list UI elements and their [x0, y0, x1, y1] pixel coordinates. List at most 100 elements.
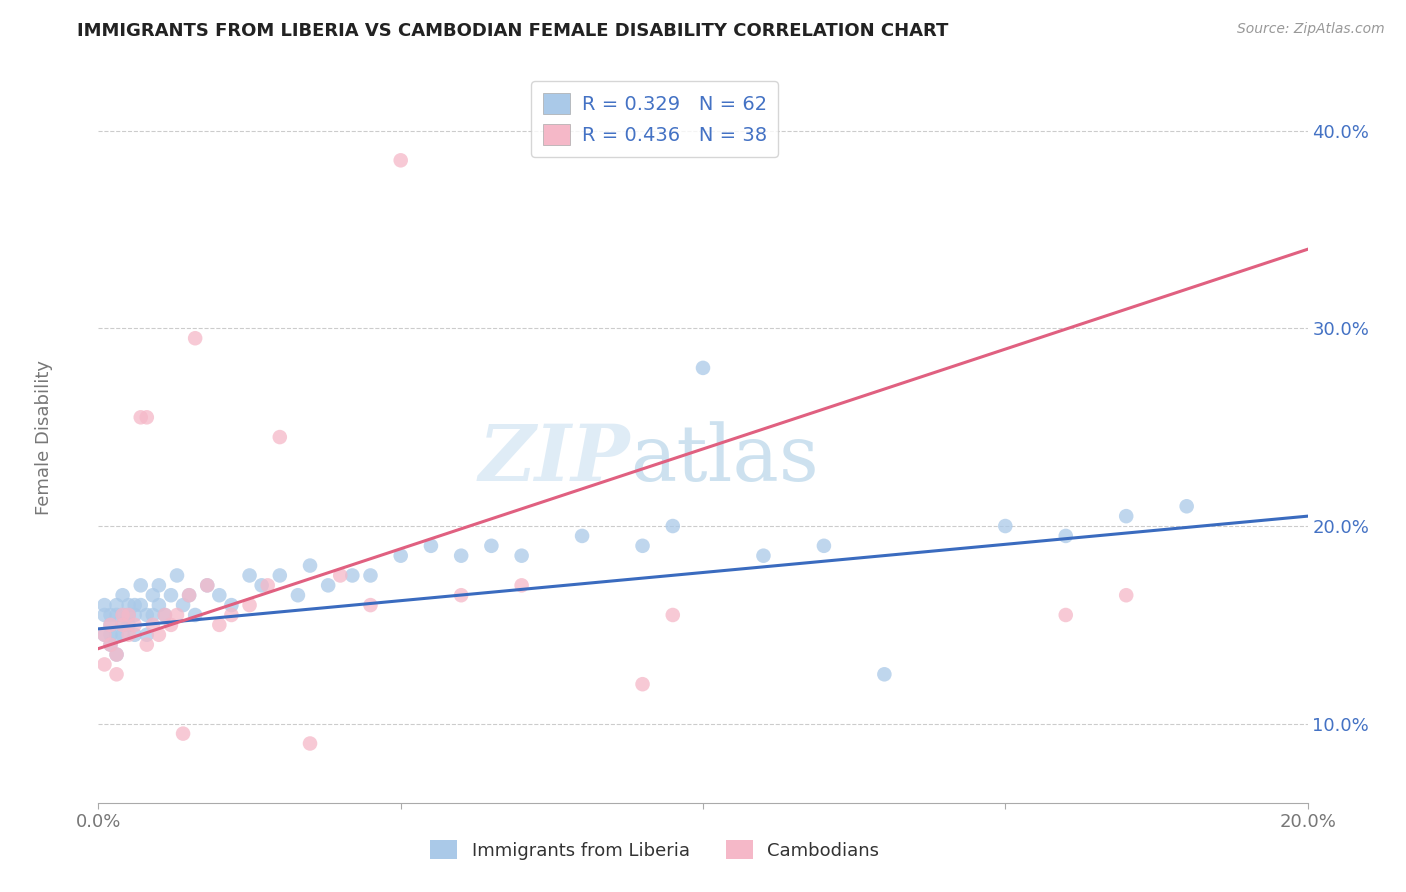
Point: [450, 588, 472, 602]
Point: [135, 638, 157, 652]
Point: [118, 607, 141, 622]
Point: [360, 598, 382, 612]
Point: [172, 726, 194, 740]
Point: [1054, 607, 1077, 622]
Point: [481, 539, 503, 553]
Text: ZIP: ZIP: [479, 421, 630, 497]
Point: [153, 607, 176, 622]
Point: [450, 549, 472, 563]
Point: [269, 568, 291, 582]
Point: [100, 628, 122, 642]
Point: [124, 598, 146, 612]
Point: [111, 607, 134, 622]
Point: [124, 607, 146, 622]
Point: [631, 677, 654, 691]
Point: [148, 598, 170, 612]
Point: [195, 578, 218, 592]
Point: [135, 410, 157, 425]
Point: [239, 568, 262, 582]
Point: [360, 568, 382, 582]
Point: [118, 618, 141, 632]
Point: [142, 618, 165, 632]
Point: [93, 657, 115, 672]
Point: [100, 618, 122, 632]
Point: [510, 549, 533, 563]
Point: [105, 648, 128, 662]
Point: [129, 410, 152, 425]
Point: [111, 588, 134, 602]
Point: [250, 578, 273, 592]
Point: [129, 598, 152, 612]
Point: [269, 430, 291, 444]
Point: [571, 529, 593, 543]
Point: [208, 618, 231, 632]
Point: [299, 558, 322, 573]
Point: [100, 607, 122, 622]
Point: [631, 539, 654, 553]
Point: [105, 648, 128, 662]
Point: [389, 153, 412, 168]
Point: [111, 628, 134, 642]
Point: [118, 607, 141, 622]
Point: [208, 588, 231, 602]
Point: [111, 607, 134, 622]
Point: [118, 598, 141, 612]
Point: [124, 628, 146, 642]
Point: [329, 568, 352, 582]
Point: [129, 578, 152, 592]
Text: Female Disability: Female Disability: [35, 359, 53, 515]
Point: [239, 598, 262, 612]
Point: [389, 549, 412, 563]
Point: [184, 607, 207, 622]
Point: [135, 628, 157, 642]
Point: [160, 618, 183, 632]
Point: [179, 588, 201, 602]
Point: [135, 607, 157, 622]
Point: [148, 628, 170, 642]
Point: [93, 628, 115, 642]
Point: [1115, 588, 1137, 602]
Point: [93, 628, 115, 642]
Point: [692, 360, 714, 375]
Point: [752, 549, 775, 563]
Point: [1115, 509, 1137, 524]
Point: [105, 628, 128, 642]
Point: [299, 737, 322, 751]
Point: [287, 588, 309, 602]
Point: [100, 638, 122, 652]
Point: [342, 568, 364, 582]
Point: [510, 578, 533, 592]
Point: [1054, 529, 1077, 543]
Point: [661, 519, 683, 533]
Point: [813, 539, 835, 553]
Point: [100, 618, 122, 632]
Point: [160, 588, 183, 602]
Point: [221, 607, 243, 622]
Point: [179, 588, 201, 602]
Point: [184, 331, 207, 345]
Point: [111, 618, 134, 632]
Point: [148, 578, 170, 592]
Point: [105, 598, 128, 612]
Point: [420, 539, 443, 553]
Point: [873, 667, 896, 681]
Text: Source: ZipAtlas.com: Source: ZipAtlas.com: [1237, 22, 1385, 37]
Text: atlas: atlas: [630, 421, 820, 497]
Point: [142, 607, 165, 622]
Point: [153, 607, 176, 622]
Point: [124, 618, 146, 632]
Legend: Immigrants from Liberia, Cambodians: Immigrants from Liberia, Cambodians: [423, 833, 886, 867]
Point: [256, 578, 278, 592]
Point: [221, 598, 243, 612]
Point: [166, 568, 188, 582]
Point: [111, 618, 134, 632]
Point: [1175, 500, 1198, 514]
Point: [994, 519, 1017, 533]
Point: [195, 578, 218, 592]
Point: [100, 638, 122, 652]
Point: [316, 578, 339, 592]
Point: [166, 607, 188, 622]
Point: [93, 607, 115, 622]
Point: [105, 607, 128, 622]
Point: [105, 667, 128, 681]
